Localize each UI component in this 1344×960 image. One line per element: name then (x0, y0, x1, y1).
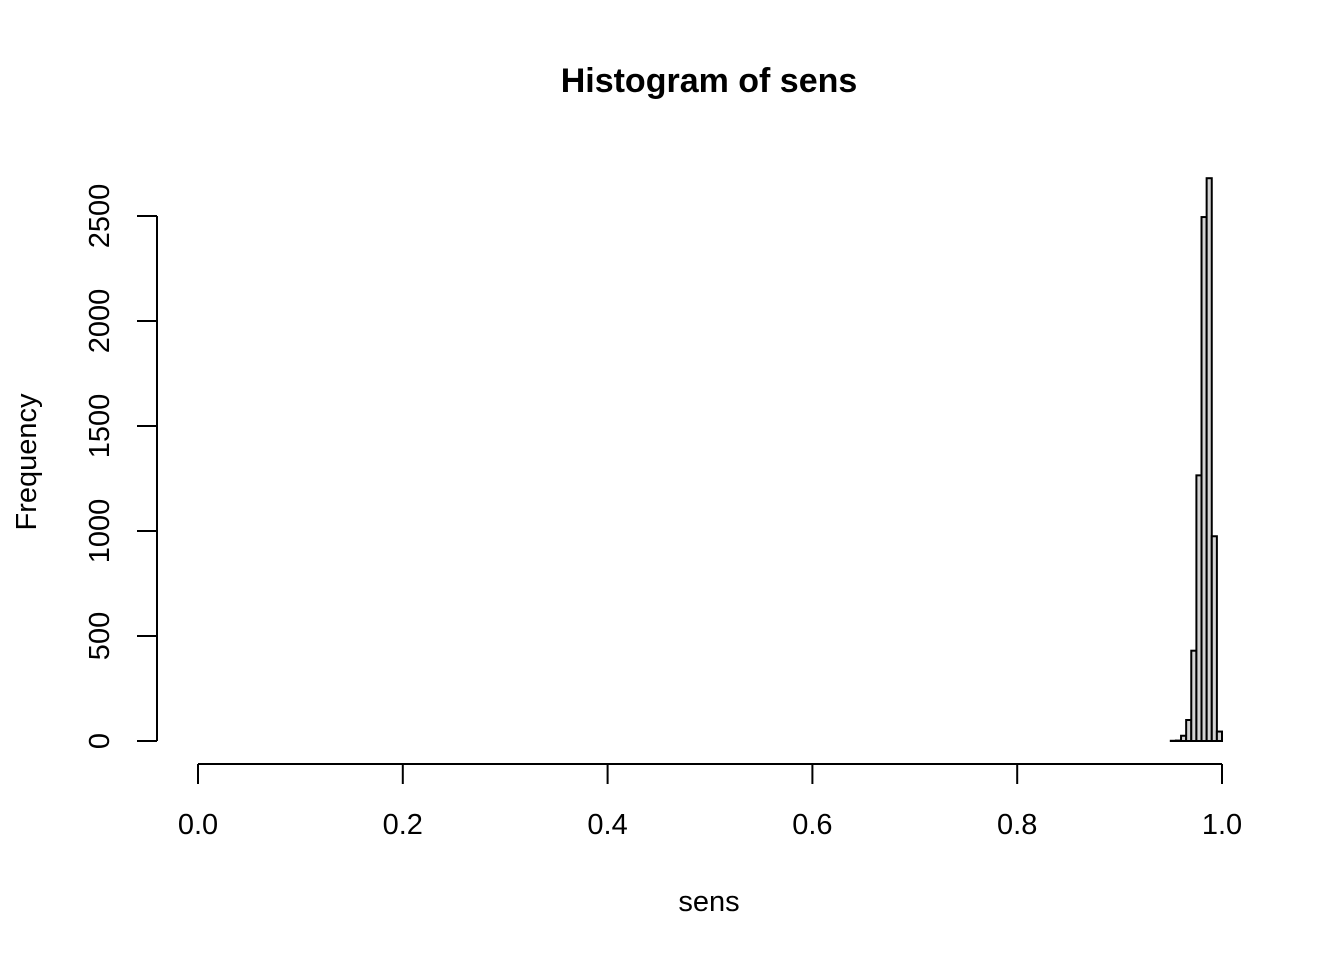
y-tick-label: 1500 (84, 394, 116, 459)
y-tick-label: 500 (84, 612, 116, 660)
x-axis: 0.0 0.2 0.4 0.6 0.8 1.0 (178, 763, 1242, 841)
y-tick-label: 1000 (84, 499, 116, 564)
y-axis: 0 500 1000 1500 2000 2500 (84, 184, 158, 749)
chart-title: Histogram of sens (561, 62, 858, 100)
x-tick-label: 0.4 (587, 809, 627, 841)
y-axis-label: Frequency (11, 393, 43, 531)
histogram-bar (1205, 177, 1213, 742)
y-tick-label: 2500 (84, 184, 116, 249)
histogram-bars (1169, 177, 1224, 743)
x-tick-label: 1.0 (1202, 809, 1242, 841)
x-tick-label: 0.8 (997, 809, 1037, 841)
x-tick-label: 0.6 (792, 809, 832, 841)
x-tick-label: 0.0 (178, 809, 218, 841)
y-tick-label: 0 (84, 733, 116, 749)
y-tick-label: 2000 (84, 289, 116, 354)
x-axis-label: sens (678, 886, 739, 918)
histogram-bar (1215, 730, 1224, 742)
x-tick-label: 0.2 (383, 809, 423, 841)
histogram-bar (1210, 535, 1218, 742)
